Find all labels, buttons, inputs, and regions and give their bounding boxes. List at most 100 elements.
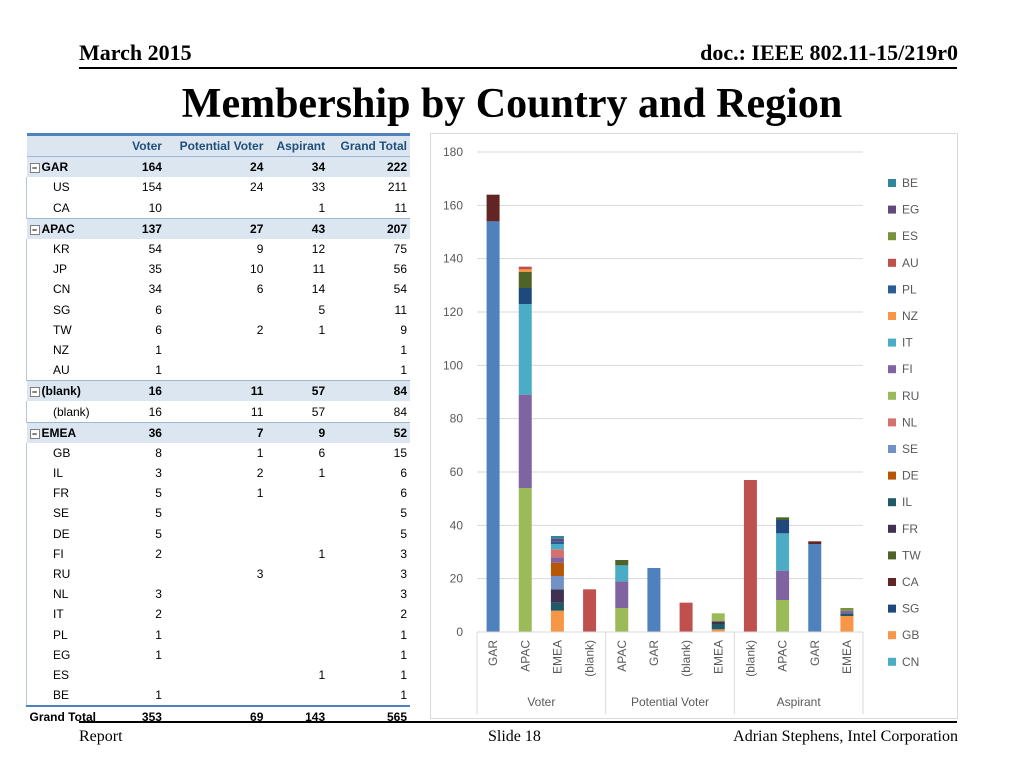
x-group-label: Voter	[527, 695, 555, 709]
row-label: PL	[26, 624, 125, 645]
row-label: KR	[26, 238, 125, 260]
footer-left: Report	[79, 728, 123, 745]
cell-potential-voter-text: 3	[256, 567, 264, 582]
cell-aspirant-text: 43	[311, 221, 326, 236]
cell-aspirant: 11	[266, 259, 328, 279]
cell-grand-total-text: 211	[387, 180, 407, 195]
y-tick-label: 0	[456, 625, 463, 639]
legend-label: FI	[902, 362, 913, 376]
row-label-text: SG	[53, 302, 71, 317]
cell-voter-text: 2	[155, 607, 162, 622]
row-label: − (blank)	[26, 380, 125, 402]
cell-potential-voter: 11	[164, 380, 267, 402]
row-label-text: EG	[53, 647, 71, 662]
collapse-toggle-icon[interactable]: −	[29, 163, 40, 174]
cell-grand-total: 3	[328, 584, 410, 604]
bar-segment-us	[647, 568, 661, 632]
cell-voter: 1	[125, 685, 165, 706]
cell-aspirant-text: 1	[318, 466, 326, 481]
x-category-label: APAC	[518, 640, 532, 672]
cell-voter: 16	[124, 380, 165, 402]
bar-segment-il	[550, 602, 564, 611]
legend-label: FR	[902, 522, 918, 536]
bar-segment-cn	[518, 304, 532, 395]
row-label: − EMEA	[26, 421, 125, 443]
cell-grand-total-text: 3	[400, 546, 407, 561]
legend-swatch	[888, 365, 896, 374]
cell-aspirant: 33	[266, 177, 328, 197]
row-label-text: PL	[53, 627, 68, 642]
bar-segment-eg	[550, 538, 564, 542]
y-tick-label: 40	[450, 518, 464, 532]
cell-potential-voter-text: 27	[250, 221, 264, 236]
cell-voter-text: 5	[155, 526, 162, 541]
cell-grand-total: 84	[328, 401, 410, 422]
cell-voter-text: 6	[155, 322, 162, 337]
legend-swatch	[888, 604, 896, 613]
cell-aspirant: 1	[266, 544, 328, 564]
cell-potential-voter-text: 2	[256, 466, 264, 481]
bar-segment-fr	[711, 621, 725, 624]
cell-voter-text: 1	[155, 688, 162, 703]
y-tick-label: 100	[443, 358, 463, 372]
cell-aspirant	[266, 564, 328, 584]
total-voter-text: 353	[141, 710, 162, 725]
cell-voter: 36	[124, 421, 165, 443]
pivot-header-row: Voter Potential Voter Aspirant Grand Tot…	[26, 132, 410, 158]
legend-label: EG	[902, 203, 919, 217]
cell-voter: 154	[125, 177, 165, 197]
collapse-toggle-icon[interactable]: −	[29, 224, 40, 235]
bar-segment-gb	[711, 629, 725, 632]
x-category-label: GAR	[486, 640, 500, 666]
cell-potential-voter	[165, 665, 266, 685]
row-label: EG	[26, 644, 125, 665]
pivot-group-row: − EMEA 36 7 9 52	[26, 421, 410, 443]
legend-label: PL	[902, 282, 917, 296]
cell-grand-total: 5	[328, 524, 410, 544]
legend-label: IL	[902, 495, 912, 509]
y-tick-label: 80	[450, 412, 464, 426]
cell-grand-total-text: 222	[386, 160, 407, 175]
cell-aspirant	[266, 360, 328, 381]
pivot-detail-row: PL 1 1	[26, 624, 411, 645]
cell-aspirant: 34	[266, 156, 329, 178]
cell-voter: 137	[124, 217, 165, 239]
pivot-detail-row: US 154 24 33 211	[26, 177, 411, 198]
cell-grand-total-text: 6	[400, 466, 407, 481]
row-label: JP	[26, 259, 125, 280]
bar-segment-blank	[743, 480, 757, 632]
cell-grand-total: 211	[328, 177, 410, 197]
cell-voter: 34	[125, 279, 165, 299]
bar-segment-jp	[776, 570, 790, 600]
chart-svg: 0 20 40 60 80 100 120 140 160 180 GAR APAC EMEA (blan…	[443, 145, 921, 714]
cell-grand-total: 3	[328, 564, 410, 584]
pivot-detail-row: NZ 1 1	[26, 339, 411, 361]
cell-grand-total: 75	[328, 239, 410, 259]
x-category-label: EMEA	[711, 640, 725, 674]
bar-segment-cn	[615, 565, 629, 582]
collapse-toggle-icon[interactable]: −	[29, 428, 40, 439]
cell-grand-total: 84	[328, 380, 410, 402]
row-label-text: CA	[53, 200, 70, 215]
bar-segment-pl	[550, 541, 564, 544]
bar-segment-il	[711, 624, 725, 630]
collapse-toggle-icon[interactable]: −	[29, 387, 40, 398]
bar-segment-es	[840, 608, 854, 611]
footer-rule	[79, 721, 957, 723]
cell-voter: 10	[125, 198, 165, 219]
legend-label: AU	[902, 256, 919, 270]
cell-voter: 1	[125, 625, 165, 645]
row-label-text: JP	[53, 262, 68, 277]
cell-potential-voter	[165, 645, 266, 665]
pivot-detail-row: SE 5 5	[26, 503, 411, 524]
cell-potential-voter-text: 11	[250, 384, 264, 399]
bar-segment-sg	[518, 288, 532, 304]
y-tick-label: 160	[443, 198, 463, 212]
cell-aspirant-text: 5	[318, 302, 326, 317]
cell-potential-voter: 7	[164, 421, 267, 443]
cell-grand-total: 11	[328, 300, 410, 320]
cell-potential-voter-text: 1	[256, 486, 264, 501]
cell-grand-total: 207	[328, 217, 410, 239]
cell-grand-total-text: 207	[386, 221, 407, 236]
bar-segment-cn	[776, 533, 790, 571]
